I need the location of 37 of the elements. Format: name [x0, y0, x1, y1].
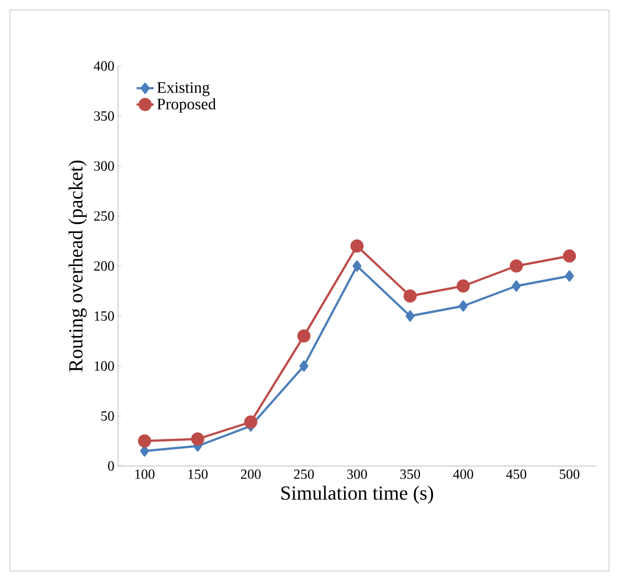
- y-tick-label: 50: [101, 411, 114, 421]
- point: [297, 329, 310, 343]
- x-tick-label: 400: [453, 470, 474, 479]
- y-tick-label: 350: [94, 111, 114, 121]
- x-tick-label: 500: [560, 470, 580, 479]
- point: [352, 260, 362, 272]
- point: [138, 434, 152, 448]
- y-axis-title: Routing overhead (packet): [68, 160, 87, 372]
- legend-label: Proposed: [157, 98, 216, 113]
- x-tick-label: 100: [135, 470, 154, 479]
- point: [458, 300, 468, 312]
- point: [562, 249, 576, 263]
- point: [512, 280, 521, 292]
- x-tick-label: 250: [294, 470, 314, 479]
- legend-label: Existing: [157, 82, 210, 96]
- point: [406, 310, 415, 322]
- y-tick-label: 100: [94, 361, 114, 371]
- x-tick-label: 200: [240, 470, 261, 479]
- y-tick-label: 300: [94, 161, 114, 171]
- point: [191, 432, 204, 446]
- x-tick-label: 300: [347, 470, 367, 479]
- x-axis-title: Simulation time (s): [281, 486, 434, 504]
- y-tick-label: 150: [94, 311, 114, 321]
- x-tick-label: 150: [188, 470, 208, 479]
- y-tick-label: 250: [94, 211, 114, 221]
- point: [244, 415, 258, 429]
- point: [564, 270, 574, 282]
- x-tick-label: 450: [506, 470, 526, 479]
- point: [404, 289, 417, 303]
- point: [350, 239, 364, 253]
- y-tick-label: 400: [94, 61, 114, 71]
- point: [456, 279, 470, 293]
- y-tick-label: 200: [94, 261, 114, 271]
- point: [299, 360, 308, 372]
- point: [510, 259, 523, 273]
- y-tick-label: 0: [108, 461, 114, 471]
- x-tick-label: 350: [400, 470, 420, 479]
